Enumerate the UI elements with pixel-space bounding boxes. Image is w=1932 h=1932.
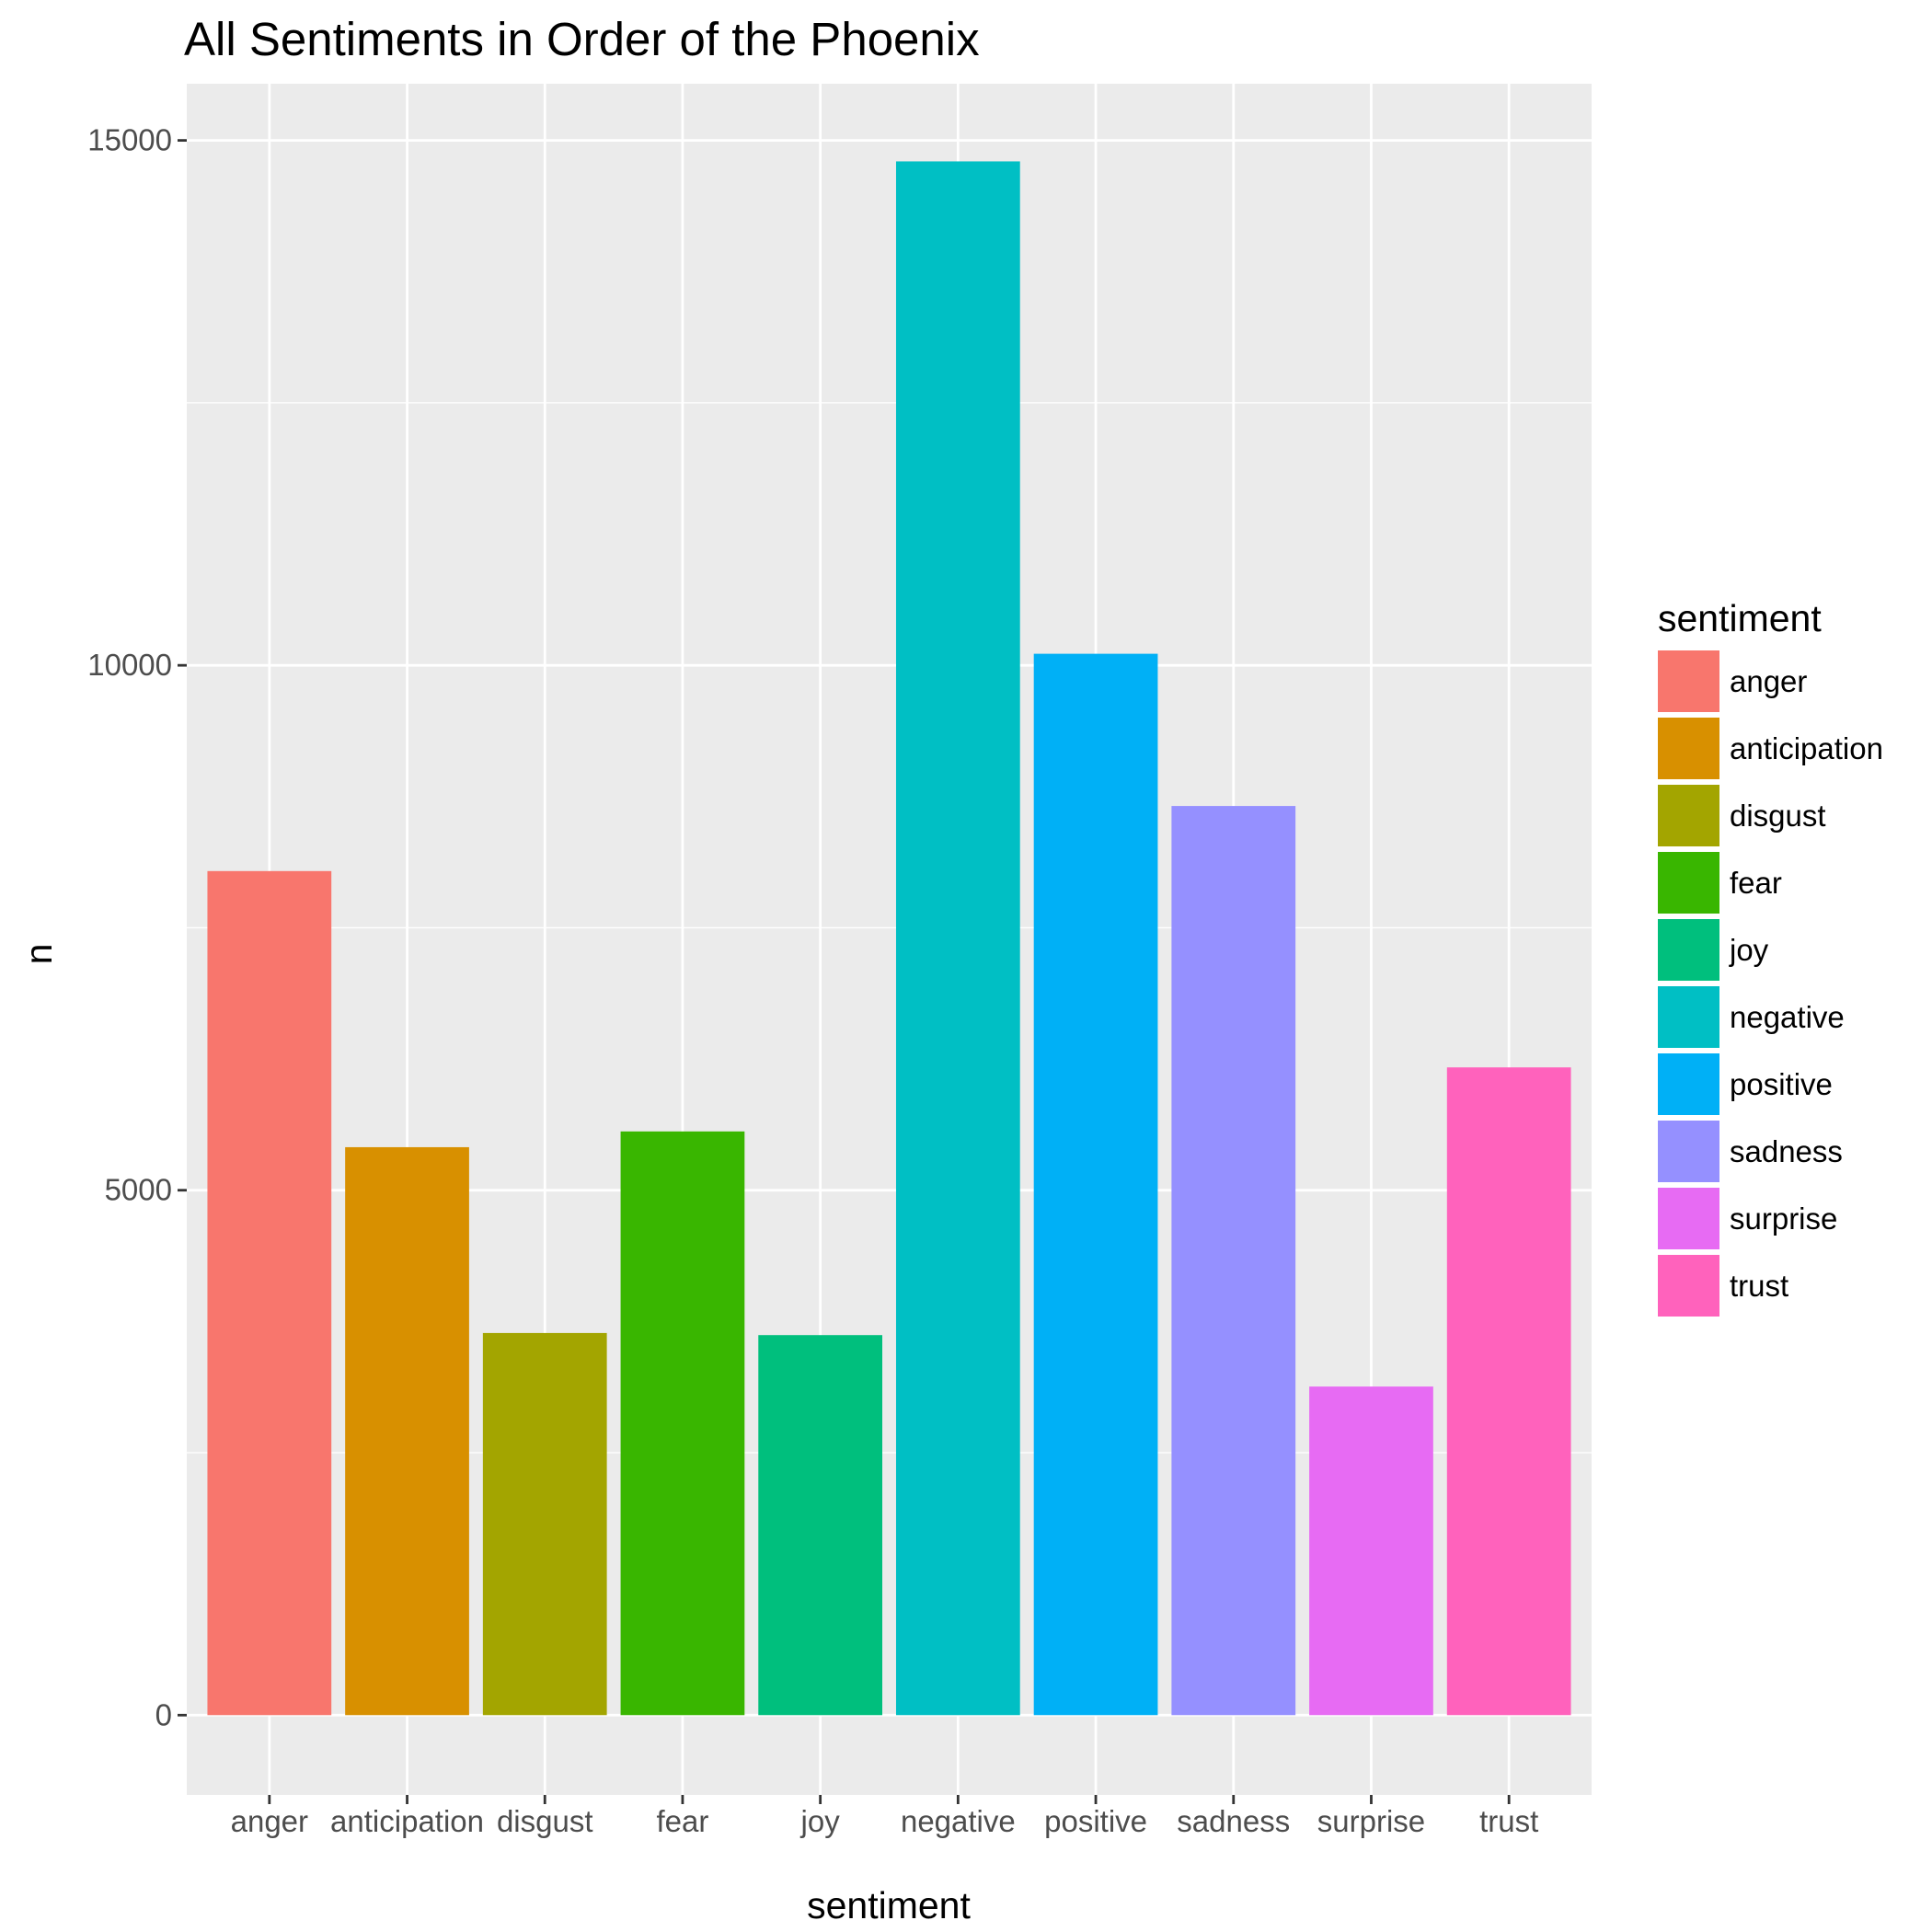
legend: sentiment anger anticipation disgust fear jo… xyxy=(1658,597,1883,1317)
chart-title: All Sentiments in Order of the Phoenix xyxy=(184,13,980,65)
legend-label: anticipation xyxy=(1730,731,1883,765)
legend-label: surprise xyxy=(1730,1202,1837,1236)
bar-joy xyxy=(758,1335,883,1716)
x-tick-label: positive xyxy=(1044,1804,1147,1838)
legend-label: fear xyxy=(1730,866,1782,900)
bar-sadness xyxy=(1171,806,1296,1716)
x-axis-title: sentiment xyxy=(807,1884,971,1926)
legend-label: joy xyxy=(1729,933,1769,967)
y-tick-label: 5000 xyxy=(105,1173,172,1207)
x-tick-label: disgust xyxy=(497,1804,593,1838)
bar-surprise xyxy=(1309,1386,1433,1716)
legend-swatch-positive xyxy=(1658,1053,1719,1115)
legend-label: disgust xyxy=(1730,799,1826,833)
y-axis: 0 5000 10000 15000 xyxy=(87,123,187,1731)
x-tick-label: surprise xyxy=(1317,1804,1425,1838)
legend-label: anger xyxy=(1730,664,1807,698)
bar-anticipation xyxy=(345,1146,469,1716)
legend-label: negative xyxy=(1730,1000,1845,1034)
legend-swatch-anticipation xyxy=(1658,718,1719,779)
y-tick-label: 10000 xyxy=(87,648,172,682)
bar-anger xyxy=(207,870,332,1716)
x-tick-label: anticipation xyxy=(330,1804,484,1838)
legend-swatch-negative xyxy=(1658,986,1719,1048)
legend-label: sadness xyxy=(1730,1134,1843,1168)
bars xyxy=(207,161,1571,1716)
x-tick-label: anger xyxy=(231,1804,308,1838)
legend-swatch-trust xyxy=(1658,1255,1719,1317)
legend-swatch-anger xyxy=(1658,650,1719,712)
x-tick-label: fear xyxy=(657,1804,709,1838)
legend-title: sentiment xyxy=(1658,597,1822,639)
y-axis-title: n xyxy=(17,944,60,965)
x-tick-label: negative xyxy=(901,1804,1016,1838)
x-axis: anger anticipation disgust fear joy negative p… xyxy=(231,1795,1538,1838)
y-tick-label: 0 xyxy=(155,1697,172,1731)
bar-fear xyxy=(620,1131,745,1716)
legend-swatch-joy xyxy=(1658,919,1719,981)
bar-negative xyxy=(895,161,1020,1716)
legend-swatch-surprise xyxy=(1658,1188,1719,1249)
y-tick-label: 15000 xyxy=(87,123,172,157)
legend-swatch-sadness xyxy=(1658,1121,1719,1182)
legend-label: trust xyxy=(1730,1269,1788,1303)
legend-items: anger anticipation disgust fear joy negative p… xyxy=(1658,650,1883,1317)
legend-swatch-fear xyxy=(1658,852,1719,914)
legend-label: positive xyxy=(1730,1067,1833,1101)
x-tick-label: trust xyxy=(1479,1804,1538,1838)
bar-trust xyxy=(1446,1067,1571,1716)
bar-positive xyxy=(1033,653,1158,1716)
x-tick-label: joy xyxy=(800,1804,841,1838)
x-tick-label: sadness xyxy=(1177,1804,1290,1838)
bar-disgust xyxy=(482,1332,607,1716)
legend-swatch-disgust xyxy=(1658,785,1719,846)
